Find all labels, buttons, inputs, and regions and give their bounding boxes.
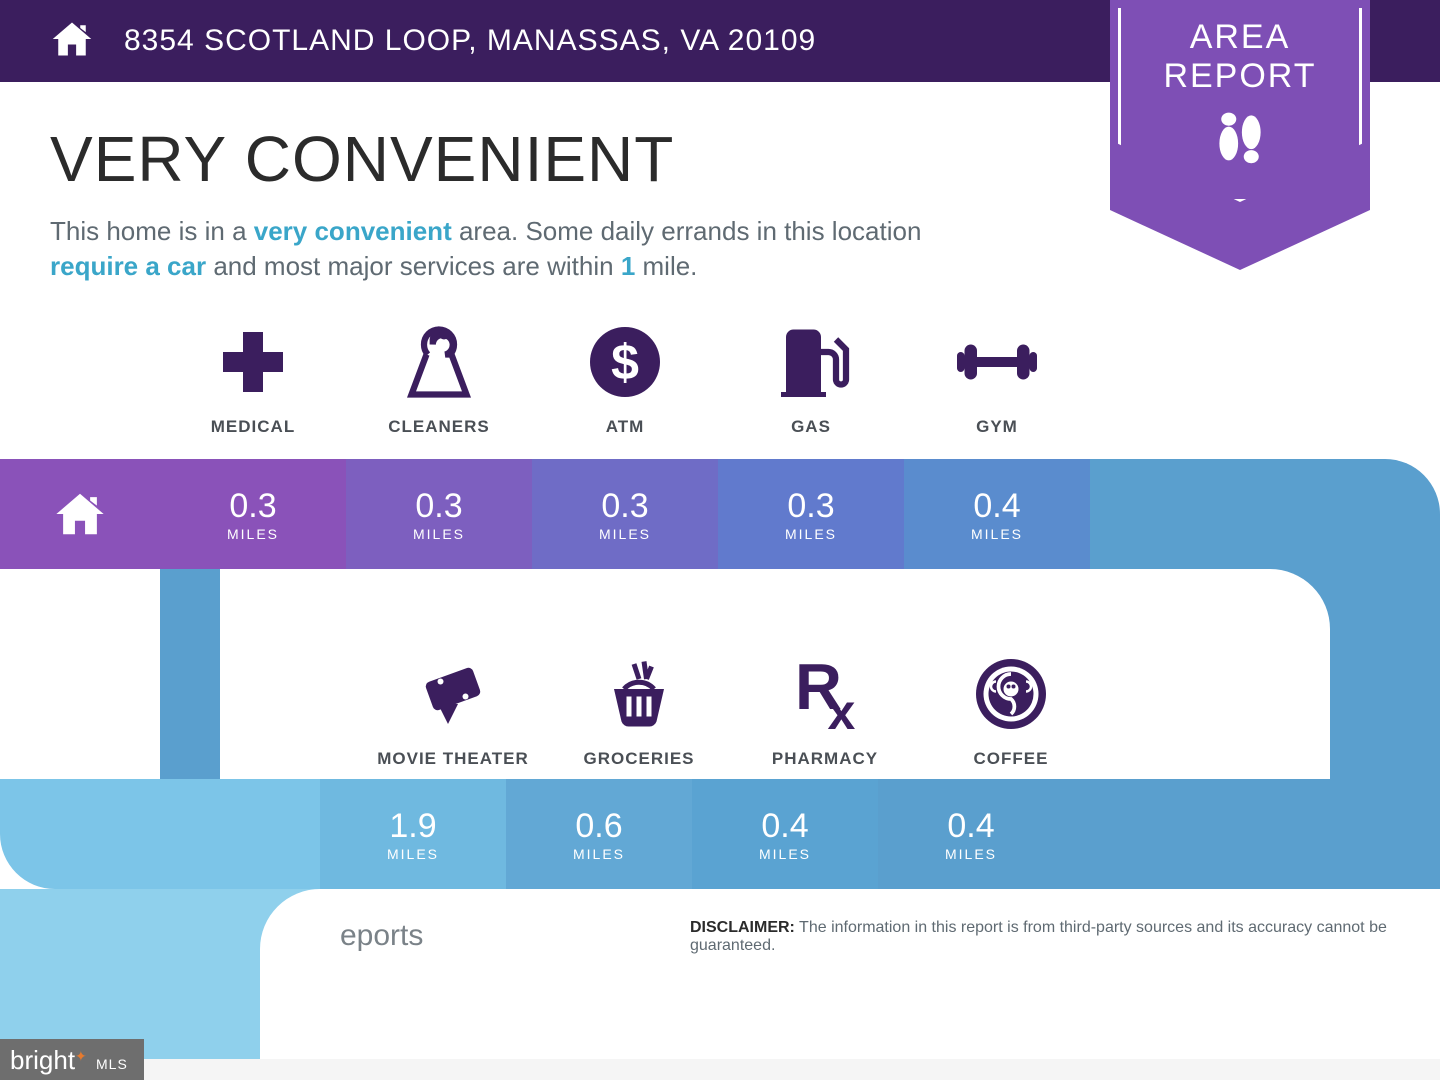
distance-unit: MILES [945, 846, 997, 862]
amenity-coffee: COFFEE [918, 646, 1104, 769]
amenity-gas: GAS [718, 314, 904, 437]
amenity-label: COFFEE [918, 749, 1104, 769]
amenity-label: GYM [904, 417, 1090, 437]
path-tail: eports DISCLAIMER: The information in th… [0, 889, 1440, 1059]
area-report-badge: AREA REPORT [1110, 0, 1370, 210]
distance-unit: MILES [785, 526, 837, 542]
medical-icon [160, 314, 346, 409]
home-icon [50, 17, 94, 66]
distance-value: 1.9 [389, 807, 436, 846]
amenity-label: MOVIE THEATER [360, 749, 546, 769]
amenity-icons-row-2: MOVIE THEATER GROCERIES PHARMACY COFFEE [360, 646, 1104, 769]
gym-icon [904, 314, 1090, 409]
distance-segment: 1.9 MILES [320, 779, 506, 889]
distance-value: 0.4 [973, 487, 1020, 526]
star-icon: ✦ [75, 1048, 87, 1064]
distance-segment: 0.4 MILES [692, 779, 878, 889]
distance-bar-2: 1.9 MILES 0.6 MILES 0.4 MILES 0.4 MILES [0, 779, 1440, 889]
distance-unit: MILES [599, 526, 651, 542]
path-cap [1090, 459, 1440, 569]
watermark: bright✦ MLS [0, 1039, 144, 1080]
distance-unit: MILES [759, 846, 811, 862]
distance-segment: 0.3 MILES [532, 459, 718, 569]
distance-value: 0.3 [229, 487, 276, 526]
header-address: 8354 SCOTLAND LOOP, MANASSAS, VA 20109 [124, 24, 816, 58]
disclaimer: DISCLAIMER: The information in this repo… [690, 919, 1390, 1059]
amenity-icons-row-1: MEDICAL CLEANERS ATM GAS GYM [160, 314, 1390, 437]
amenity-movie: MOVIE THEATER [360, 646, 546, 769]
distance-bar-1: 0.3 MILES 0.3 MILES 0.3 MILES 0.3 MILES … [0, 459, 1440, 569]
distance-segment: 0.6 MILES [506, 779, 692, 889]
amenity-atm: ATM [532, 314, 718, 437]
distance-segment: 0.3 MILES [160, 459, 346, 569]
amenity-gym: GYM [904, 314, 1090, 437]
groceries-icon [546, 646, 732, 741]
coffee-icon [918, 646, 1104, 741]
distance-value: 0.4 [761, 807, 808, 846]
path-start [0, 459, 160, 569]
distance-segment: 0.4 MILES [904, 459, 1090, 569]
path-bend: MOVIE THEATER GROCERIES PHARMACY COFFEE [0, 569, 1440, 779]
distance-segment: 0.3 MILES [718, 459, 904, 569]
amenity-label: ATM [532, 417, 718, 437]
amenity-groceries: GROCERIES [546, 646, 732, 769]
reports-label: eports [340, 919, 423, 1059]
distance-unit: MILES [573, 846, 625, 862]
cleaners-icon [346, 314, 532, 409]
pharmacy-icon [732, 646, 918, 741]
badge-line2: REPORT [1110, 57, 1370, 96]
distance-value: 0.6 [575, 807, 622, 846]
amenity-label: PHARMACY [732, 749, 918, 769]
distance-value: 0.3 [415, 487, 462, 526]
footprints-icon [1110, 106, 1370, 171]
page-subtitle: This home is in a very convenient area. … [50, 214, 950, 284]
badge-line1: AREA [1110, 18, 1370, 57]
movie-icon [360, 646, 546, 741]
amenity-pharmacy: PHARMACY [732, 646, 918, 769]
distance-value: 0.3 [601, 487, 648, 526]
amenity-label: MEDICAL [160, 417, 346, 437]
distance-segment: 0.3 MILES [346, 459, 532, 569]
distance-value: 0.3 [787, 487, 834, 526]
amenity-label: GROCERIES [546, 749, 732, 769]
gas-icon [718, 314, 904, 409]
amenity-medical: MEDICAL [160, 314, 346, 437]
amenity-label: GAS [718, 417, 904, 437]
distance-segment: 0.4 MILES [878, 779, 1064, 889]
distance-unit: MILES [387, 846, 439, 862]
distance-value: 0.4 [947, 807, 994, 846]
distance-unit: MILES [971, 526, 1023, 542]
distance-unit: MILES [227, 526, 279, 542]
amenity-label: CLEANERS [346, 417, 532, 437]
path-cap-left [0, 779, 320, 889]
atm-icon [532, 314, 718, 409]
distance-unit: MILES [413, 526, 465, 542]
amenity-cleaners: CLEANERS [346, 314, 532, 437]
path-fill [1064, 779, 1440, 889]
